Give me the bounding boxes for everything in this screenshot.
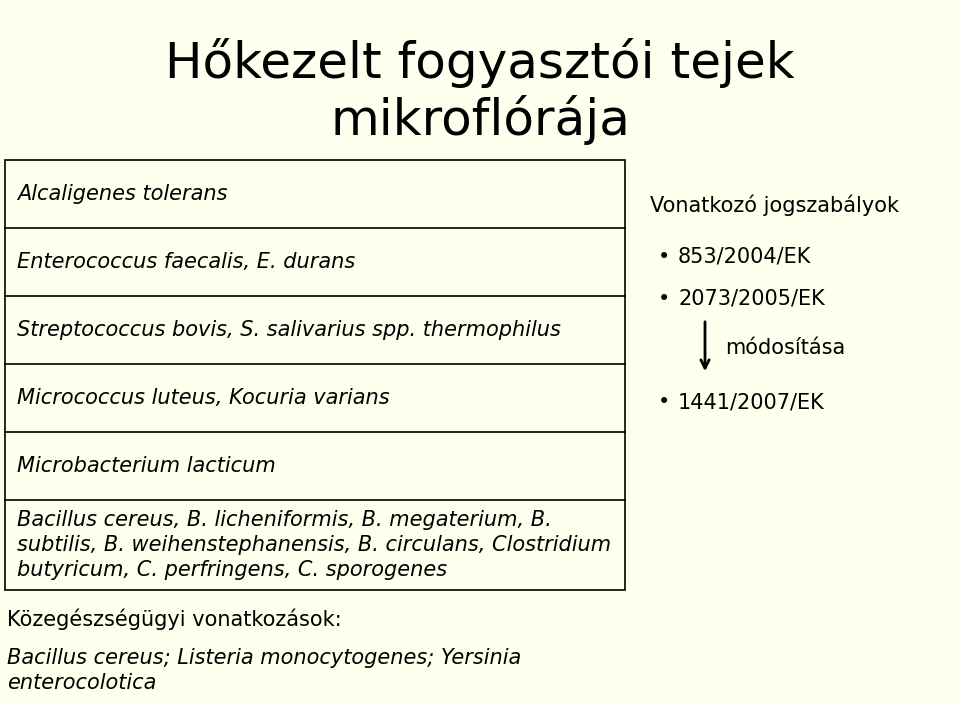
Text: módosítása: módosítása	[725, 339, 845, 359]
Text: Alcaligenes tolerans: Alcaligenes tolerans	[17, 184, 228, 204]
Text: •: •	[658, 392, 670, 412]
Text: 853/2004/EK: 853/2004/EK	[678, 247, 811, 267]
Text: Bacillus cereus, B. licheniformis, B. megaterium, B.
subtilis, B. weihenstephane: Bacillus cereus, B. licheniformis, B. me…	[17, 510, 612, 580]
Text: Hőkezelt fogyasztói tejek: Hőkezelt fogyasztói tejek	[165, 38, 795, 88]
Text: Micrococcus luteus, Kocuria varians: Micrococcus luteus, Kocuria varians	[17, 388, 390, 408]
Text: Streptococcus bovis, S. salivarius spp. thermophilus: Streptococcus bovis, S. salivarius spp. …	[17, 320, 561, 340]
Text: Enterococcus faecalis, E. durans: Enterococcus faecalis, E. durans	[17, 252, 355, 272]
Text: mikroflórája: mikroflórája	[330, 95, 630, 145]
Text: •: •	[658, 247, 670, 267]
Text: Vonatkozó jogszabályok: Vonatkozó jogszabályok	[650, 195, 899, 217]
Text: •: •	[658, 289, 670, 309]
Text: Közegészségügyi vonatkozások:: Közegészségügyi vonatkozások:	[7, 608, 342, 629]
Text: Bacillus cereus; Listeria monocytogenes; Yersinia
enterocolotica: Bacillus cereus; Listeria monocytogenes;…	[7, 648, 521, 692]
Text: Microbacterium lacticum: Microbacterium lacticum	[17, 456, 276, 476]
Text: 1441/2007/EK: 1441/2007/EK	[678, 392, 825, 412]
Text: 2073/2005/EK: 2073/2005/EK	[678, 289, 825, 309]
